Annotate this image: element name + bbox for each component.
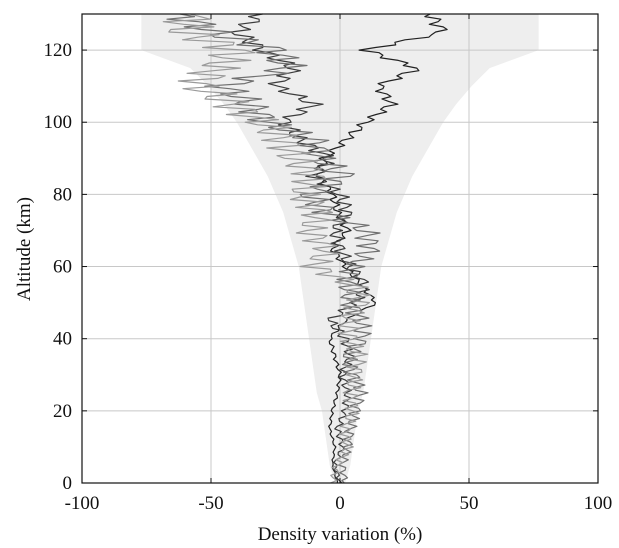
x-tick-label: 50 [460,493,479,514]
series-line-1 [315,13,448,483]
y-tick-label: 0 [63,473,73,494]
x-axis-title: Density variation (%) [258,524,423,545]
y-axis-title: Altitude (km) [14,197,35,301]
y-tick-label: 80 [53,184,72,205]
x-tick-label: 100 [584,493,613,514]
y-tick-label: 40 [53,329,72,350]
series-line-3 [166,13,381,484]
series-layer [162,13,448,484]
series-line-2 [230,13,370,484]
x-tick-label: 0 [335,493,345,514]
x-tick-label: -50 [198,493,223,514]
y-tick-label: 20 [53,401,72,422]
y-tick-label: 60 [53,257,72,278]
y-tick-label: 100 [44,112,73,133]
grid-layer [81,14,599,484]
y-tick-label: 120 [44,40,73,61]
series-line-4 [162,13,371,484]
x-tick-label: -100 [65,493,100,514]
ticks-layer: -100 -50 0 50 100 0 20 40 60 80 100 120 [44,14,613,514]
